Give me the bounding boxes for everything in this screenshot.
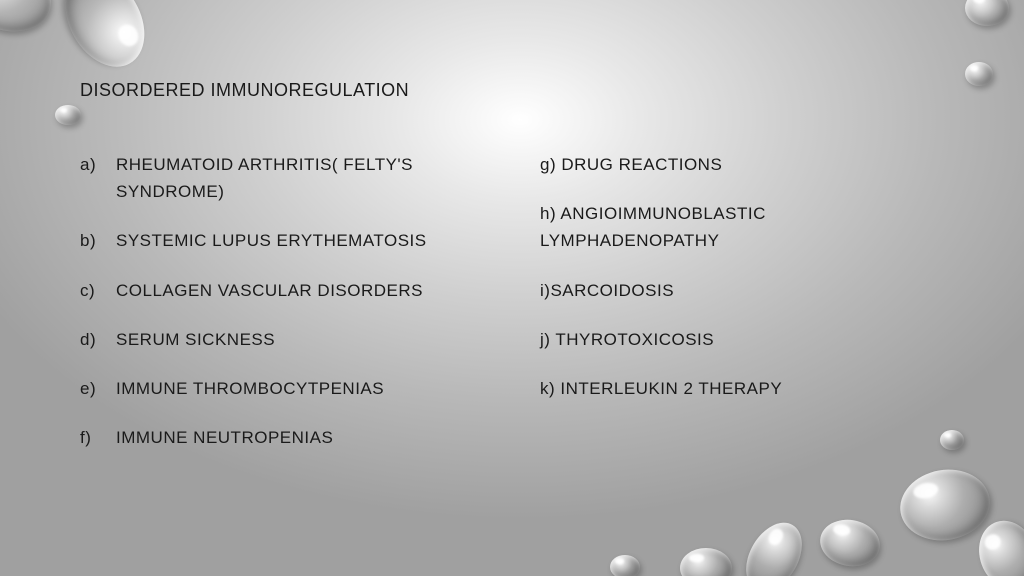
list-item: d)SERUM SICKNESS [80, 326, 500, 353]
list-text: SYSTEMIC LUPUS ERYTHEMATOSIS [116, 227, 427, 254]
list-item: i)SARCOIDOSIS [540, 277, 920, 304]
list-marker: j) [540, 330, 555, 349]
list-marker: b) [80, 227, 116, 254]
water-drop-icon [55, 105, 81, 125]
list-item: g) DRUG REACTIONS [540, 151, 920, 178]
list-text: INTERLEUKIN 2 THERAPY [560, 379, 782, 398]
list-item: a)RHEUMATOID ARTHRITIS( FELTY'S SYNDROME… [80, 151, 500, 205]
list-text: SARCOIDOSIS [550, 281, 674, 300]
water-drop-icon [940, 430, 964, 450]
list-marker: d) [80, 326, 116, 353]
list-marker: h) [540, 204, 560, 223]
list-text: IMMUNE NEUTROPENIAS [116, 424, 333, 451]
list-item: c)COLLAGEN VASCULAR DISORDERS [80, 277, 500, 304]
list-text: DRUG REACTIONS [561, 155, 722, 174]
list-item: b)SYSTEMIC LUPUS ERYTHEMATOSIS [80, 227, 500, 254]
list-item: j) THYROTOXICOSIS [540, 326, 920, 353]
list-marker: c) [80, 277, 116, 304]
water-drop-icon [50, 0, 161, 81]
list-marker: f) [80, 424, 116, 451]
water-drop-icon [965, 0, 1009, 26]
water-drop-icon [965, 62, 993, 86]
water-drop-icon [895, 463, 996, 548]
list-text: IMMUNE THROMBOCYTPENIAS [116, 375, 384, 402]
water-drop-icon [735, 513, 814, 576]
list-text: RHEUMATOID ARTHRITIS( FELTY'S SYNDROME) [116, 151, 500, 205]
list-marker: k) [540, 379, 560, 398]
water-drop-icon [680, 548, 732, 576]
list-item: e)IMMUNE THROMBOCYTPENIAS [80, 375, 500, 402]
list-item: k) INTERLEUKIN 2 THERAPY [540, 375, 920, 402]
left-column: a)RHEUMATOID ARTHRITIS( FELTY'S SYNDROME… [80, 151, 500, 473]
list-text: ANGIOIMMUNOBLASTIC LYMPHADENOPATHY [540, 204, 766, 250]
list-marker: e) [80, 375, 116, 402]
water-drop-icon [610, 555, 640, 576]
list-text: COLLAGEN VASCULAR DISORDERS [116, 277, 423, 304]
list-text: THYROTOXICOSIS [555, 330, 714, 349]
list-item: h) ANGIOIMMUNOBLASTIC LYMPHADENOPATHY [540, 200, 920, 254]
list-item: f)IMMUNE NEUTROPENIAS [80, 424, 500, 451]
columns: a)RHEUMATOID ARTHRITIS( FELTY'S SYNDROME… [80, 151, 964, 473]
water-drop-icon [0, 0, 60, 43]
list-marker: a) [80, 151, 116, 178]
slide-content: DISORDERED IMMUNOREGULATION a)RHEUMATOID… [80, 80, 964, 473]
slide-title: DISORDERED IMMUNOREGULATION [80, 80, 964, 101]
list-marker: i) [540, 281, 550, 300]
right-column: g) DRUG REACTIONS h) ANGIOIMMUNOBLASTIC L… [540, 151, 920, 473]
list-text: SERUM SICKNESS [116, 326, 275, 353]
list-marker: g) [540, 155, 561, 174]
water-drop-icon [816, 515, 883, 571]
